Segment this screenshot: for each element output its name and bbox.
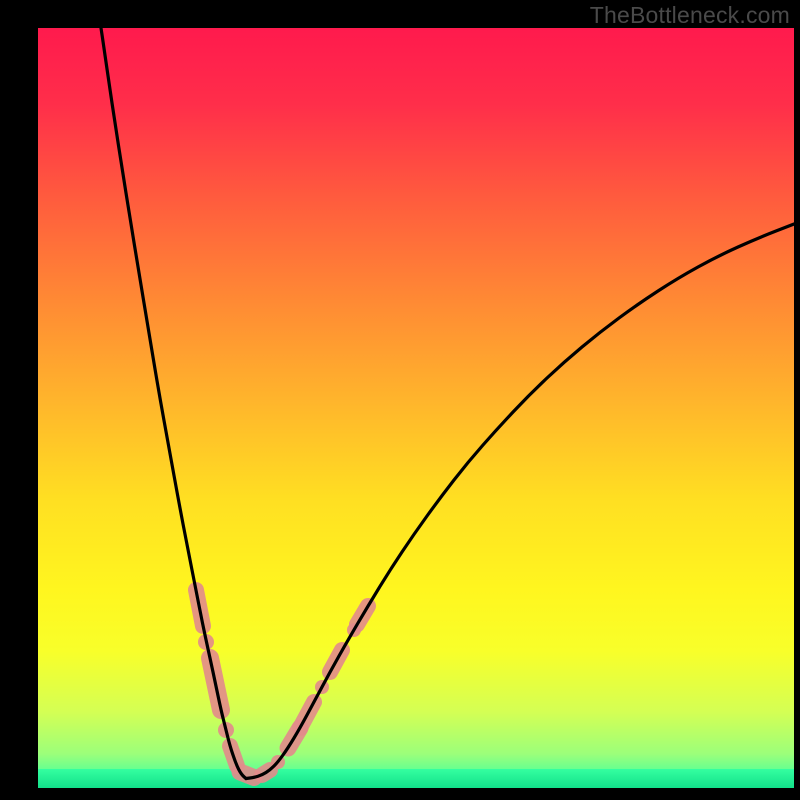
- curve-right-branch: [246, 224, 794, 779]
- plot-area: [38, 28, 794, 788]
- watermark-text: TheBottleneck.com: [590, 2, 790, 29]
- marker-group: [196, 590, 368, 778]
- chart-container: TheBottleneck.com: [0, 0, 800, 800]
- chart-svg: [38, 28, 794, 788]
- curve-left-branch: [101, 28, 246, 779]
